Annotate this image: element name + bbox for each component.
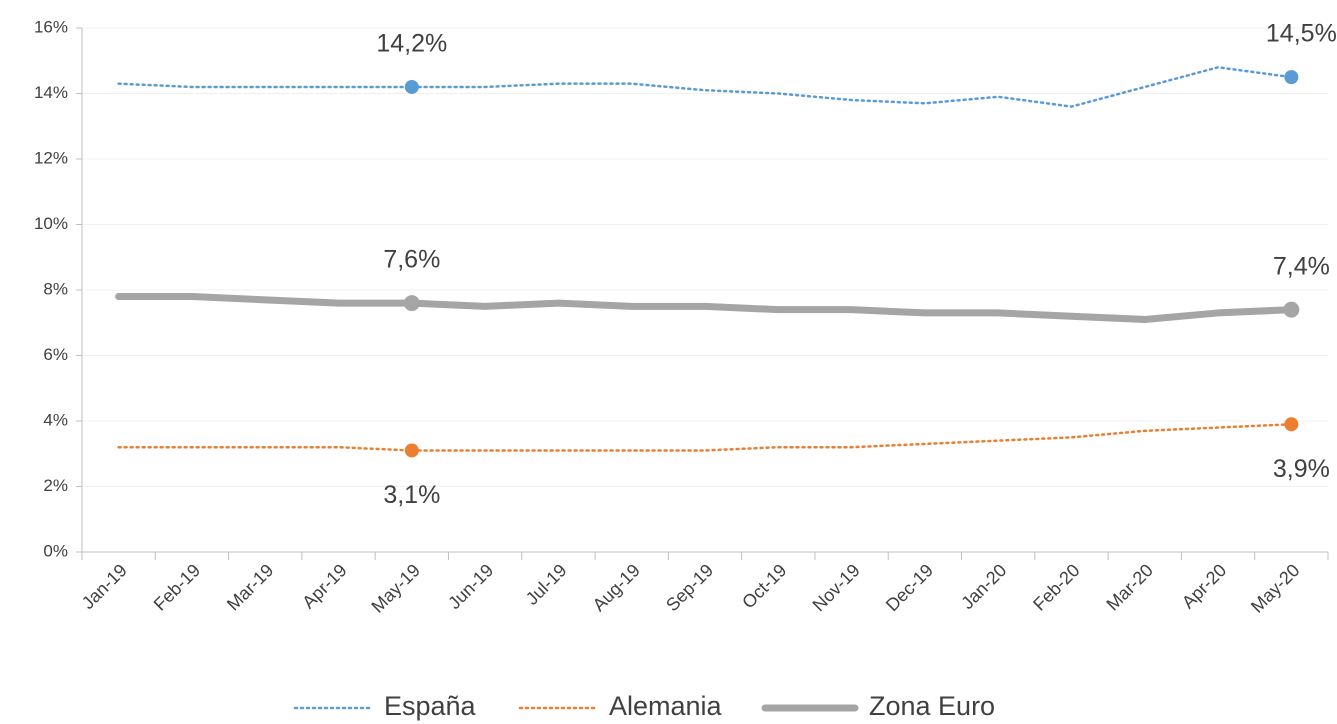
x-tick-label: Jul-19 — [522, 560, 571, 609]
x-tick-label: May-19 — [367, 560, 424, 617]
legend-label: Zona Euro — [869, 691, 995, 721]
data-label: 14,2% — [376, 30, 447, 58]
data-label: 3,1% — [383, 481, 440, 509]
y-tick-label: 14% — [34, 83, 68, 102]
x-tick-label: Jan-19 — [78, 560, 131, 613]
y-tick-label: 8% — [43, 279, 68, 298]
legend-label: Alemania — [609, 691, 723, 721]
point-marker — [1284, 70, 1299, 85]
x-tick-label: Mar-20 — [1102, 560, 1156, 614]
line — [117, 66, 1293, 108]
point-marker — [404, 443, 419, 458]
x-tick-label: Nov-19 — [809, 560, 864, 615]
x-tick-label: Jan-20 — [957, 560, 1010, 613]
data-label: 3,9% — [1273, 455, 1330, 483]
point-marker — [403, 295, 420, 312]
y-tick-label: 4% — [43, 410, 68, 429]
data-label: 7,6% — [383, 246, 440, 274]
x-tick-label: May-20 — [1247, 560, 1304, 617]
y-tick-label: 2% — [43, 476, 68, 495]
line — [115, 293, 1295, 323]
x-tick-label: Feb-20 — [1029, 560, 1083, 614]
point-marker — [404, 79, 419, 94]
y-tick-label: 0% — [43, 541, 68, 560]
data-label: 14,5% — [1266, 20, 1337, 48]
point-marker — [1284, 417, 1299, 432]
x-tick-label: Aug-19 — [589, 560, 644, 615]
x-tick-label: Dec-19 — [882, 560, 937, 615]
y-tick-label: 12% — [34, 148, 68, 167]
y-tick-label: 6% — [43, 345, 68, 364]
x-tick-label: Apr-20 — [1178, 560, 1230, 612]
data-label: 7,4% — [1273, 252, 1330, 280]
x-tick-label: Oct-19 — [738, 560, 790, 612]
x-tick-label: Sep-19 — [662, 560, 717, 615]
point-marker — [1283, 301, 1300, 318]
y-tick-label: 16% — [34, 17, 68, 36]
x-tick-label: Jun-19 — [444, 560, 497, 613]
legend-label: España — [384, 691, 477, 721]
x-tick-label: Feb-19 — [150, 560, 204, 614]
line — [117, 423, 1293, 452]
y-tick-label: 10% — [34, 214, 68, 233]
x-tick-label: Apr-19 — [298, 560, 350, 612]
x-tick-label: Mar-19 — [223, 560, 277, 614]
